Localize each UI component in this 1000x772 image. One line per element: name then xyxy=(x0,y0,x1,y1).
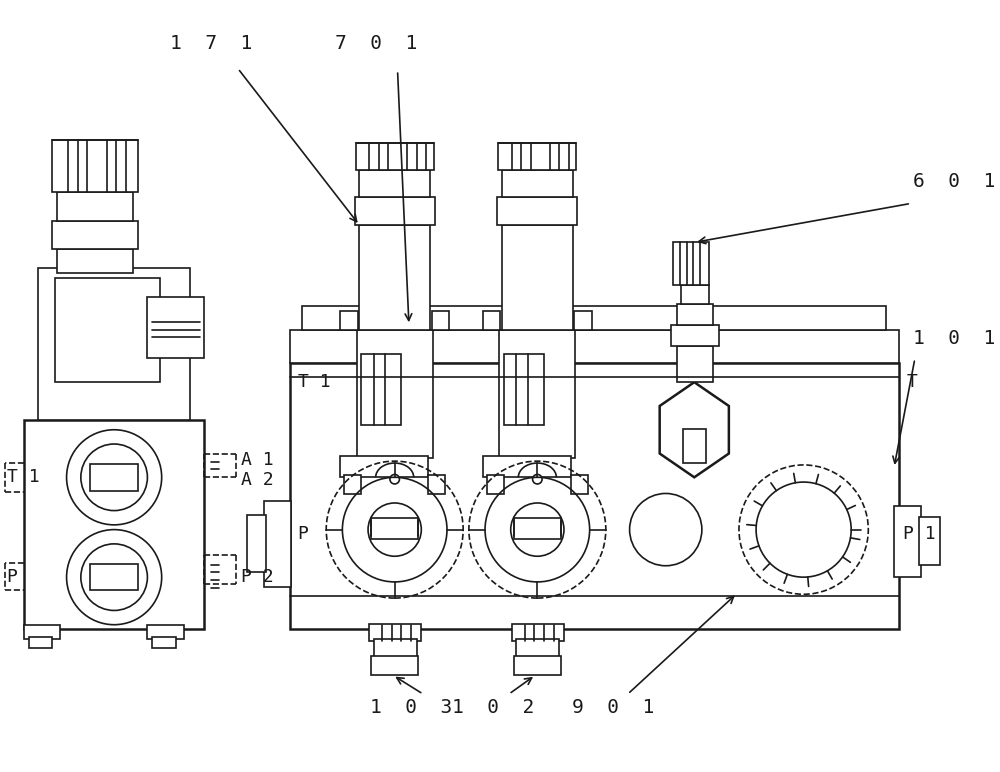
Bar xyxy=(571,476,588,494)
Bar xyxy=(340,311,358,330)
Bar xyxy=(894,506,921,577)
Bar xyxy=(374,639,417,658)
Bar xyxy=(24,420,204,629)
Bar xyxy=(683,428,706,463)
Bar xyxy=(371,656,418,676)
Bar xyxy=(38,268,190,420)
Bar xyxy=(55,278,160,382)
Bar xyxy=(483,456,571,477)
Bar xyxy=(57,249,133,273)
Bar xyxy=(340,456,428,477)
Bar xyxy=(487,476,504,494)
Text: P: P xyxy=(7,568,18,586)
Bar xyxy=(514,656,561,676)
Text: P: P xyxy=(298,526,309,543)
Bar xyxy=(502,225,573,330)
Text: T 1: T 1 xyxy=(7,469,39,486)
Bar xyxy=(29,637,52,648)
Text: P 2: P 2 xyxy=(241,568,273,586)
Bar xyxy=(432,311,449,330)
Bar xyxy=(371,518,418,539)
Text: 6  0  1: 6 0 1 xyxy=(913,172,995,191)
Text: A 2: A 2 xyxy=(241,471,273,489)
Bar xyxy=(290,330,899,363)
Text: 9  0  1: 9 0 1 xyxy=(572,698,655,717)
Bar xyxy=(499,330,575,459)
Bar xyxy=(919,517,940,565)
Bar xyxy=(290,363,899,629)
Bar xyxy=(356,144,434,170)
Bar xyxy=(361,354,401,425)
Text: 1  0  1: 1 0 1 xyxy=(913,329,995,348)
Text: 7  0  1: 7 0 1 xyxy=(335,34,417,53)
Bar xyxy=(357,330,433,459)
Bar xyxy=(247,516,266,572)
Bar xyxy=(483,311,500,330)
Bar xyxy=(673,242,709,285)
Bar xyxy=(24,625,60,639)
Bar xyxy=(344,476,361,494)
Text: T: T xyxy=(906,373,917,391)
Text: 1  0  3: 1 0 3 xyxy=(370,698,452,717)
Bar xyxy=(302,306,886,330)
Bar xyxy=(359,170,430,197)
Bar xyxy=(514,518,561,539)
Polygon shape xyxy=(660,382,729,477)
Bar xyxy=(681,285,709,304)
Circle shape xyxy=(390,475,399,484)
Bar xyxy=(90,564,138,591)
Text: A 1: A 1 xyxy=(241,451,273,469)
Bar xyxy=(502,170,573,197)
Bar xyxy=(497,197,577,225)
Text: T 1: T 1 xyxy=(298,373,330,391)
Bar xyxy=(90,464,138,491)
Bar xyxy=(52,140,138,192)
Bar xyxy=(677,304,713,325)
Bar xyxy=(512,624,564,641)
Bar xyxy=(574,311,592,330)
Bar xyxy=(498,144,576,170)
Bar xyxy=(147,625,184,639)
Bar xyxy=(147,296,204,358)
Bar xyxy=(52,221,138,249)
Bar xyxy=(57,192,133,221)
Bar xyxy=(677,346,713,382)
Bar xyxy=(369,624,421,641)
Bar xyxy=(264,501,291,587)
Text: 1  7  1: 1 7 1 xyxy=(170,34,252,53)
Text: P 1: P 1 xyxy=(903,526,936,543)
Bar xyxy=(359,225,430,330)
Bar xyxy=(152,637,176,648)
Bar xyxy=(671,325,719,346)
Circle shape xyxy=(533,475,542,484)
Bar xyxy=(516,639,559,658)
Bar xyxy=(355,197,435,225)
Bar xyxy=(504,354,544,425)
Bar xyxy=(428,476,445,494)
Text: 1  0  2: 1 0 2 xyxy=(452,698,534,717)
